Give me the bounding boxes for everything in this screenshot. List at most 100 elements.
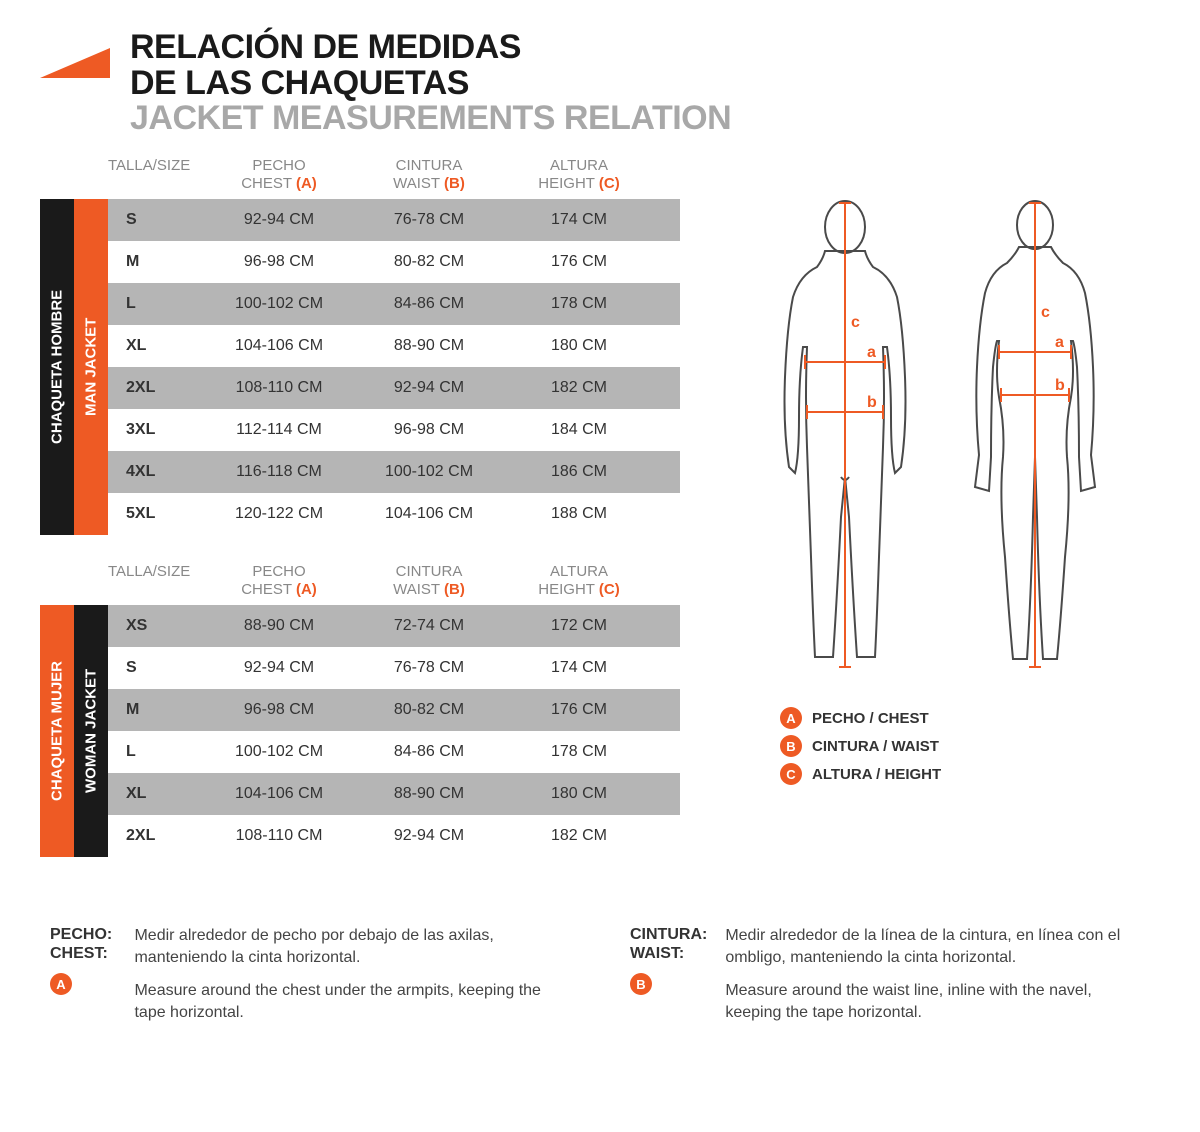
cell-height: 180 CM [504, 337, 654, 355]
waist-letter-icon: B [630, 973, 652, 995]
header-size: TALLA/SIZE [108, 563, 204, 599]
cell-height: 186 CM [504, 463, 654, 481]
cell-chest: 96-98 CM [204, 253, 354, 271]
table-row: L100-102 CM84-86 CM178 CM [108, 283, 680, 325]
table-row: M96-98 CM80-82 CM176 CM [108, 241, 680, 283]
cell-chest: 92-94 CM [204, 211, 354, 229]
cell-height: 176 CM [504, 701, 654, 719]
table-row: 3XL112-114 CM96-98 CM184 CM [108, 409, 680, 451]
cell-height: 182 CM [504, 379, 654, 397]
cell-height: 174 CM [504, 659, 654, 677]
cell-size: 2XL [108, 827, 204, 845]
cell-waist: 84-86 CM [354, 743, 504, 761]
cell-waist: 88-90 CM [354, 785, 504, 803]
cell-waist: 80-82 CM [354, 701, 504, 719]
woman-label-outer: CHAQUETA MUJER [40, 605, 74, 857]
cell-height: 174 CM [504, 211, 654, 229]
title-spanish-line1: RELACIÓN DE MEDIDAS [130, 30, 731, 66]
cell-waist: 92-94 CM [354, 379, 504, 397]
cell-waist: 88-90 CM [354, 337, 504, 355]
cell-chest: 112-114 CM [204, 421, 354, 439]
legend-b: B CINTURA / WAIST [780, 735, 1160, 757]
cell-chest: 96-98 CM [204, 701, 354, 719]
cell-height: 182 CM [504, 827, 654, 845]
cell-height: 172 CM [504, 617, 654, 635]
legend-a: A PECHO / CHEST [780, 707, 1160, 729]
title-spanish-line2: DE LAS CHAQUETAS [130, 66, 731, 102]
cell-height: 178 CM [504, 295, 654, 313]
cell-size: 3XL [108, 421, 204, 439]
table-row: M96-98 CM80-82 CM176 CM [108, 689, 680, 731]
cell-waist: 100-102 CM [354, 463, 504, 481]
cell-size: 5XL [108, 505, 204, 523]
svg-text:b: b [1055, 377, 1065, 394]
svg-text:a: a [1055, 334, 1064, 351]
table-row: XL104-106 CM88-90 CM180 CM [108, 773, 680, 815]
cell-waist: 76-78 CM [354, 211, 504, 229]
instruction-waist: CINTURA: WAIST: B Medir alrededor de la … [630, 925, 1150, 1035]
header-height: ALTURA HEIGHT (C) [504, 563, 654, 599]
cell-waist: 92-94 CM [354, 827, 504, 845]
man-label-outer: CHAQUETA HOMBRE [40, 199, 74, 535]
table-row: S92-94 CM76-78 CM174 CM [108, 199, 680, 241]
man-column-headers: TALLA/SIZE PECHO CHEST (A) CINTURA WAIST… [40, 157, 680, 193]
header-size: TALLA/SIZE [108, 157, 204, 193]
legend-b-icon: B [780, 735, 802, 757]
cell-size: XL [108, 785, 204, 803]
cell-size: XS [108, 617, 204, 635]
cell-size: S [108, 659, 204, 677]
cell-chest: 104-106 CM [204, 337, 354, 355]
triangle-icon [40, 48, 110, 78]
cell-chest: 108-110 CM [204, 827, 354, 845]
cell-height: 176 CM [504, 253, 654, 271]
cell-chest: 88-90 CM [204, 617, 354, 635]
body-figures: c a b [720, 197, 1160, 677]
cell-size: XL [108, 337, 204, 355]
cell-size: 2XL [108, 379, 204, 397]
cell-height: 178 CM [504, 743, 654, 761]
table-row: S92-94 CM76-78 CM174 CM [108, 647, 680, 689]
legend-a-icon: A [780, 707, 802, 729]
table-row: XL104-106 CM88-90 CM180 CM [108, 325, 680, 367]
cell-size: L [108, 743, 204, 761]
table-row: 2XL108-110 CM92-94 CM182 CM [108, 367, 680, 409]
chest-text-en: Measure around the chest under the armpi… [134, 980, 570, 1023]
cell-height: 180 CM [504, 785, 654, 803]
svg-text:b: b [867, 394, 877, 411]
cell-waist: 76-78 CM [354, 659, 504, 677]
cell-chest: 100-102 CM [204, 295, 354, 313]
svg-text:a: a [867, 344, 876, 361]
cell-size: M [108, 701, 204, 719]
male-figure-icon: c a b [755, 197, 935, 677]
waist-text-en: Measure around the waist line, inline wi… [725, 980, 1150, 1023]
cell-chest: 120-122 CM [204, 505, 354, 523]
table-row: 2XL108-110 CM92-94 CM182 CM [108, 815, 680, 857]
cell-size: L [108, 295, 204, 313]
cell-size: M [108, 253, 204, 271]
cell-size: 4XL [108, 463, 204, 481]
man-label-inner: MAN JACKET [74, 199, 108, 535]
svg-text:c: c [851, 314, 860, 331]
legend-c-icon: C [780, 763, 802, 785]
header-waist: CINTURA WAIST (B) [354, 563, 504, 599]
woman-label-inner: WOMAN JACKET [74, 605, 108, 857]
cell-size: S [108, 211, 204, 229]
instructions-row: PECHO: CHEST: A Medir alrededor de pecho… [40, 925, 1160, 1035]
table-row: L100-102 CM84-86 CM178 CM [108, 731, 680, 773]
cell-waist: 80-82 CM [354, 253, 504, 271]
cell-waist: 72-74 CM [354, 617, 504, 635]
page-header: RELACIÓN DE MEDIDAS DE LAS CHAQUETAS JAC… [40, 30, 1160, 137]
header-chest: PECHO CHEST (A) [204, 563, 354, 599]
woman-table: CHAQUETA MUJER WOMAN JACKET XS88-90 CM72… [40, 605, 680, 857]
instruction-chest: PECHO: CHEST: A Medir alrededor de pecho… [50, 925, 570, 1035]
table-row: 4XL116-118 CM100-102 CM186 CM [108, 451, 680, 493]
cell-chest: 100-102 CM [204, 743, 354, 761]
cell-height: 188 CM [504, 505, 654, 523]
title-english: JACKET MEASUREMENTS RELATION [130, 101, 731, 137]
header-height: ALTURA HEIGHT (C) [504, 157, 654, 193]
cell-chest: 104-106 CM [204, 785, 354, 803]
header-chest: PECHO CHEST (A) [204, 157, 354, 193]
female-figure-icon: c a b [945, 197, 1125, 677]
svg-text:c: c [1041, 304, 1050, 321]
measurement-legend: A PECHO / CHEST B CINTURA / WAIST C ALTU… [780, 707, 1160, 785]
